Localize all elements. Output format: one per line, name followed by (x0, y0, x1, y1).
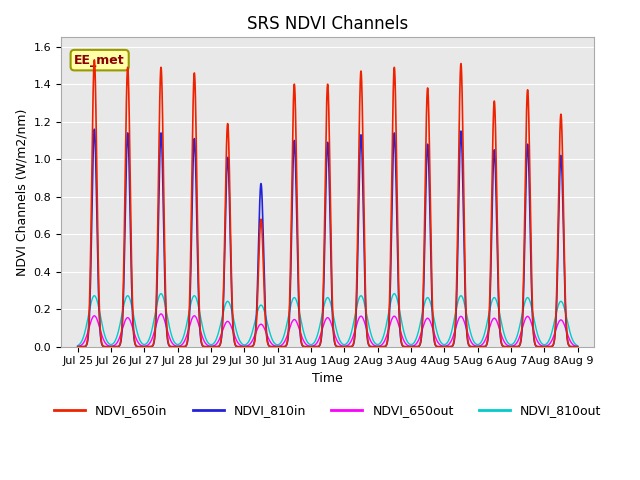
Line: NDVI_650out: NDVI_650out (77, 314, 577, 347)
NDVI_810out (572, 342, 580, 348)
NDVI_650in (396, 328, 404, 334)
NDVI_650in (74, 344, 81, 349)
Y-axis label: NDVI Channels (W/m2/nm): NDVI Channels (W/m2/nm) (15, 108, 28, 276)
Title: SRS NDVI Channels: SRS NDVI Channels (247, 15, 408, 33)
Legend: NDVI_650in, NDVI_810in, NDVI_650out, NDVI_810out: NDVI_650in, NDVI_810in, NDVI_650out, NDV… (49, 399, 606, 422)
NDVI_810out (467, 332, 475, 338)
NDVI_650in (90, 57, 98, 63)
NDVI_650out (573, 344, 581, 349)
Line: NDVI_810in: NDVI_810in (77, 129, 577, 347)
Line: NDVI_810out: NDVI_810out (77, 294, 577, 346)
NDVI_810out (175, 341, 183, 347)
X-axis label: Time: Time (312, 372, 343, 385)
NDVI_650in (181, 344, 189, 349)
NDVI_650out (261, 326, 269, 332)
NDVI_810in (261, 295, 269, 301)
NDVI_650out (396, 327, 404, 333)
NDVI_810in (90, 126, 98, 132)
NDVI_650out (467, 339, 475, 345)
NDVI_650in (261, 306, 269, 312)
NDVI_810in (175, 344, 183, 349)
NDVI_650out (181, 338, 189, 344)
NDVI_810in (74, 344, 81, 349)
NDVI_650out (74, 344, 81, 349)
NDVI_810out (261, 310, 269, 316)
NDVI_650out (157, 311, 165, 317)
NDVI_810in (572, 344, 580, 349)
NDVI_650in (572, 344, 580, 349)
NDVI_650out (175, 343, 183, 349)
NDVI_810in (396, 332, 404, 337)
NDVI_810out (74, 343, 81, 348)
NDVI_650in (175, 344, 183, 349)
NDVI_810out (181, 330, 189, 336)
NDVI_650in (467, 344, 475, 349)
Line: NDVI_650in: NDVI_650in (77, 60, 577, 347)
NDVI_650out (572, 343, 580, 349)
NDVI_810out (573, 343, 581, 348)
Text: EE_met: EE_met (74, 54, 125, 67)
NDVI_810out (396, 312, 404, 317)
NDVI_650in (573, 344, 581, 349)
NDVI_810out (157, 291, 165, 297)
NDVI_810in (573, 344, 581, 349)
NDVI_810in (467, 344, 475, 349)
NDVI_810in (181, 344, 189, 349)
